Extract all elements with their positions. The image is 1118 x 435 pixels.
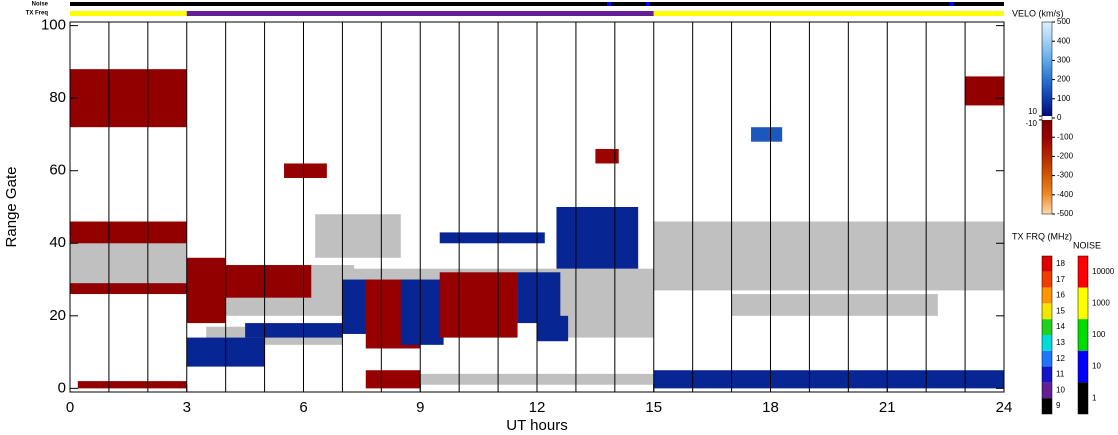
colorbar-tick-label: -10 <box>1025 119 1037 128</box>
tx-scale-title: TX FRQ (MHz) <box>1012 231 1072 241</box>
colorbar-tick-label: 100 <box>1057 94 1071 103</box>
colorbar-tick-label: 11 <box>1056 370 1065 379</box>
x-axis-label: UT hours <box>506 417 567 434</box>
colorbar-tick-label: 300 <box>1057 56 1071 65</box>
colorbar-tick-label: -100 <box>1057 132 1074 141</box>
colorbar-frame <box>1041 255 1053 415</box>
colorbar-tick-label: 12 <box>1056 354 1065 363</box>
colorbar-tick-label: -500 <box>1057 209 1074 218</box>
colorbar-tick-label: 400 <box>1057 36 1071 45</box>
tx-segment <box>70 11 187 16</box>
colorbar-tick-label: 1000 <box>1092 299 1110 308</box>
noise-colorbar-cell <box>1078 350 1088 383</box>
tx-colorbar-cell <box>1042 319 1052 335</box>
tx-colorbar-cell <box>1042 335 1052 351</box>
tx-colorbar-cell <box>1042 271 1052 288</box>
tx-colorbar-cell <box>1042 303 1052 320</box>
x-tick-label: 15 <box>645 399 662 416</box>
velocity-cell <box>70 69 187 128</box>
tx-colorbar-cell <box>1042 287 1052 304</box>
y-tick-label: 0 <box>58 379 66 396</box>
y-tick-label: 80 <box>49 89 66 106</box>
velocity-cell <box>965 76 1004 106</box>
x-tick-label: 24 <box>996 399 1013 416</box>
colorbar-tick-label: 17 <box>1056 275 1065 284</box>
velocity-scale-title: VELO (km/s) <box>1012 8 1064 18</box>
colorbar-tick-label: -300 <box>1057 171 1074 180</box>
tx-colorbar-cell <box>1042 398 1052 414</box>
tx-colorbar-cell <box>1042 256 1052 272</box>
colorbar-tick-label: -200 <box>1057 152 1074 161</box>
noise-scale-title: NOISE <box>1073 240 1101 250</box>
y-tick-label: 100 <box>41 17 66 34</box>
velocity-cell <box>365 370 421 389</box>
y-tick-label: 60 <box>49 162 66 179</box>
x-tick-label: 12 <box>529 399 546 416</box>
velocity-cell <box>595 148 619 164</box>
colorbar-tick-label: 16 <box>1056 291 1065 300</box>
y-tick-label: 20 <box>49 307 66 324</box>
velocity-cell <box>517 272 561 324</box>
y-axis-label: Range Gate <box>3 167 20 248</box>
ground-scatter <box>653 221 1004 291</box>
velocity-cell <box>556 207 639 269</box>
ground-scatter <box>400 373 654 385</box>
noise-colorbar-cell <box>1078 287 1088 320</box>
velocity-cell <box>70 283 187 295</box>
colorbar-tick-label: 10 <box>1028 107 1037 116</box>
colorbar-tick-label: 15 <box>1056 306 1065 315</box>
x-tick-label: 6 <box>299 399 307 416</box>
x-tick-label: 3 <box>183 399 191 416</box>
x-tick-label: 21 <box>879 399 896 416</box>
noise-bar-label: Noise <box>32 2 49 8</box>
tx-segment <box>186 11 654 16</box>
x-tick-label: 0 <box>66 399 74 416</box>
velocity-cell <box>439 232 545 244</box>
velocity-cell <box>77 381 187 389</box>
velocity-cell <box>751 127 783 142</box>
noise-segment <box>70 2 1004 6</box>
velocity-cell <box>400 279 444 345</box>
noise-colorbar-cell <box>1078 319 1088 351</box>
colorbar-tick-label: -400 <box>1057 190 1074 199</box>
colorbar-tick-label: 18 <box>1056 259 1065 268</box>
velocity-cell <box>537 315 569 342</box>
y-tick-label: 40 <box>49 234 66 251</box>
tx-colorbar-cell <box>1042 382 1052 399</box>
colorbar-tick-label: 1 <box>1092 393 1097 402</box>
colorbar-tick-label: 10000 <box>1092 267 1115 276</box>
colorbar-tick-label: 14 <box>1056 322 1065 331</box>
noise-segment <box>607 2 611 6</box>
tx-segment <box>653 11 1004 16</box>
tx-colorbar-cell <box>1042 366 1052 383</box>
colorbar-tick-label: 13 <box>1056 338 1065 347</box>
tx-colorbar-cell <box>1042 350 1052 367</box>
velocity-cell <box>206 265 312 298</box>
velocity-cell <box>70 221 187 244</box>
ground-scatter <box>731 294 938 316</box>
ground-scatter <box>556 279 654 338</box>
velocity-colorbar <box>1041 21 1053 215</box>
velocity-cell <box>245 323 343 338</box>
velocity-cell <box>284 163 327 178</box>
colorbar-tick-label: 200 <box>1057 75 1071 84</box>
colorbar-tick-label: 9 <box>1056 401 1061 410</box>
colorbar-frame <box>1077 255 1089 415</box>
x-tick-label: 18 <box>762 399 779 416</box>
noise-segment <box>645 2 650 6</box>
colorbar-tick-label: 10 <box>1056 385 1065 394</box>
tx-bar-label: TX Freq <box>26 11 49 17</box>
velocity-cell <box>439 272 518 338</box>
x-tick-label: 9 <box>416 399 424 416</box>
noise-colorbar-cell <box>1078 256 1088 288</box>
ground-scatter <box>315 214 401 258</box>
noise-colorbar-cell <box>1078 382 1088 414</box>
velocity-cell <box>653 370 1004 389</box>
colorbar-tick-label: 500 <box>1057 17 1071 26</box>
colorbar-tick-label: 0 <box>1057 113 1062 122</box>
colorbar-tick-label: 10 <box>1092 362 1101 371</box>
noise-segment <box>949 2 954 6</box>
colorbar-tick-label: 100 <box>1092 330 1106 339</box>
